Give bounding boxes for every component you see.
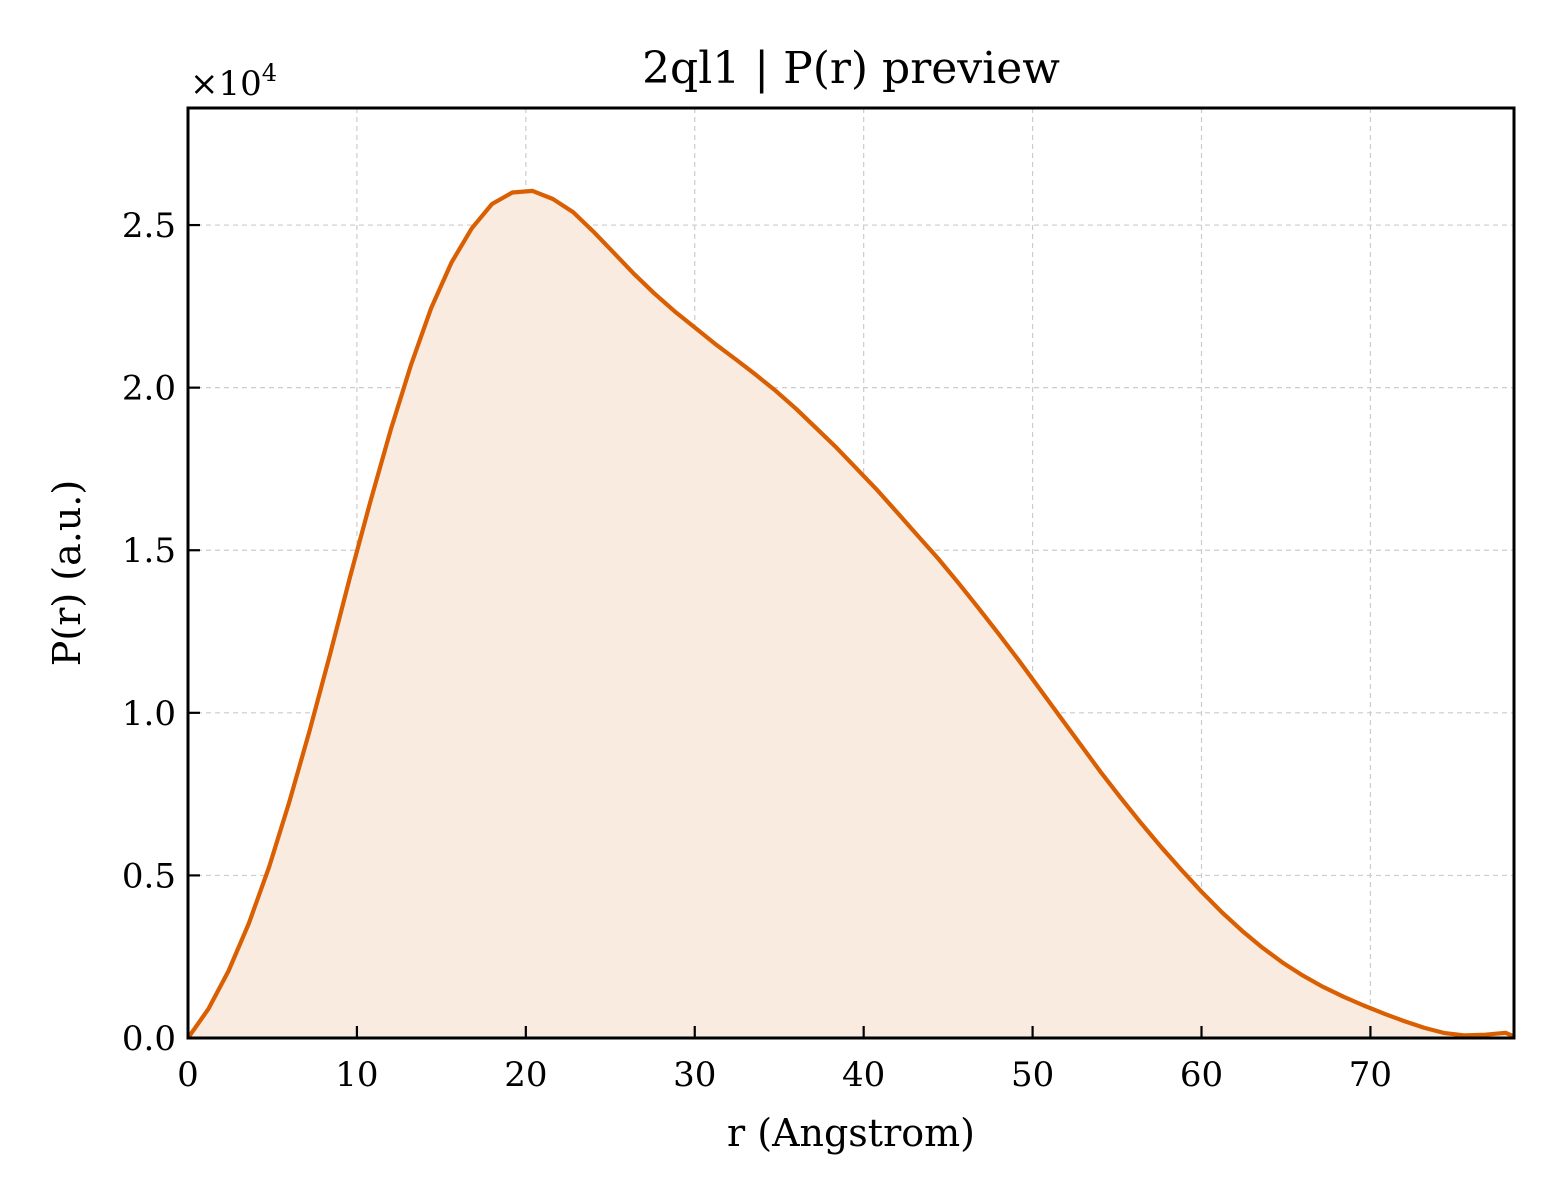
chart-title: 2ql1 | P(r) preview bbox=[642, 43, 1060, 94]
pr-series-line bbox=[186, 188, 1515, 1040]
x-axis-label: r (Angstrom) bbox=[727, 1111, 975, 1155]
y-tick-label: 1.5 bbox=[122, 531, 176, 571]
y-axis-label: P(r) (a.u.) bbox=[45, 480, 89, 666]
x-tick-label: 60 bbox=[1180, 1055, 1223, 1095]
x-tick-label: 0 bbox=[177, 1055, 199, 1095]
y-tick-label: 2.5 bbox=[122, 206, 176, 246]
y-offset-label: ×104 bbox=[190, 59, 277, 104]
y-offset-base: ×10 bbox=[190, 64, 262, 104]
y-tick-label: 0.0 bbox=[122, 1019, 176, 1059]
x-tick-label: 50 bbox=[1011, 1055, 1054, 1095]
axis-ticks: 0 10 20 30 40 50 60 70 0.0 0.5 1.0 1.5 2.0 2.5 bbox=[122, 206, 1392, 1095]
x-tick-label: 20 bbox=[504, 1055, 547, 1095]
y-tick-label: 0.5 bbox=[122, 856, 176, 896]
y-tick-label: 2.0 bbox=[122, 369, 176, 409]
y-tick-label: 1.0 bbox=[122, 694, 176, 734]
x-tick-label: 40 bbox=[842, 1055, 885, 1095]
y-offset-exponent: 4 bbox=[262, 59, 277, 87]
x-tick-label: 70 bbox=[1349, 1055, 1392, 1095]
pr-area-fill bbox=[188, 190, 1514, 1038]
plot-frame bbox=[186, 106, 1516, 1040]
x-tick-label: 10 bbox=[335, 1055, 378, 1095]
x-tick-label: 30 bbox=[673, 1055, 716, 1095]
